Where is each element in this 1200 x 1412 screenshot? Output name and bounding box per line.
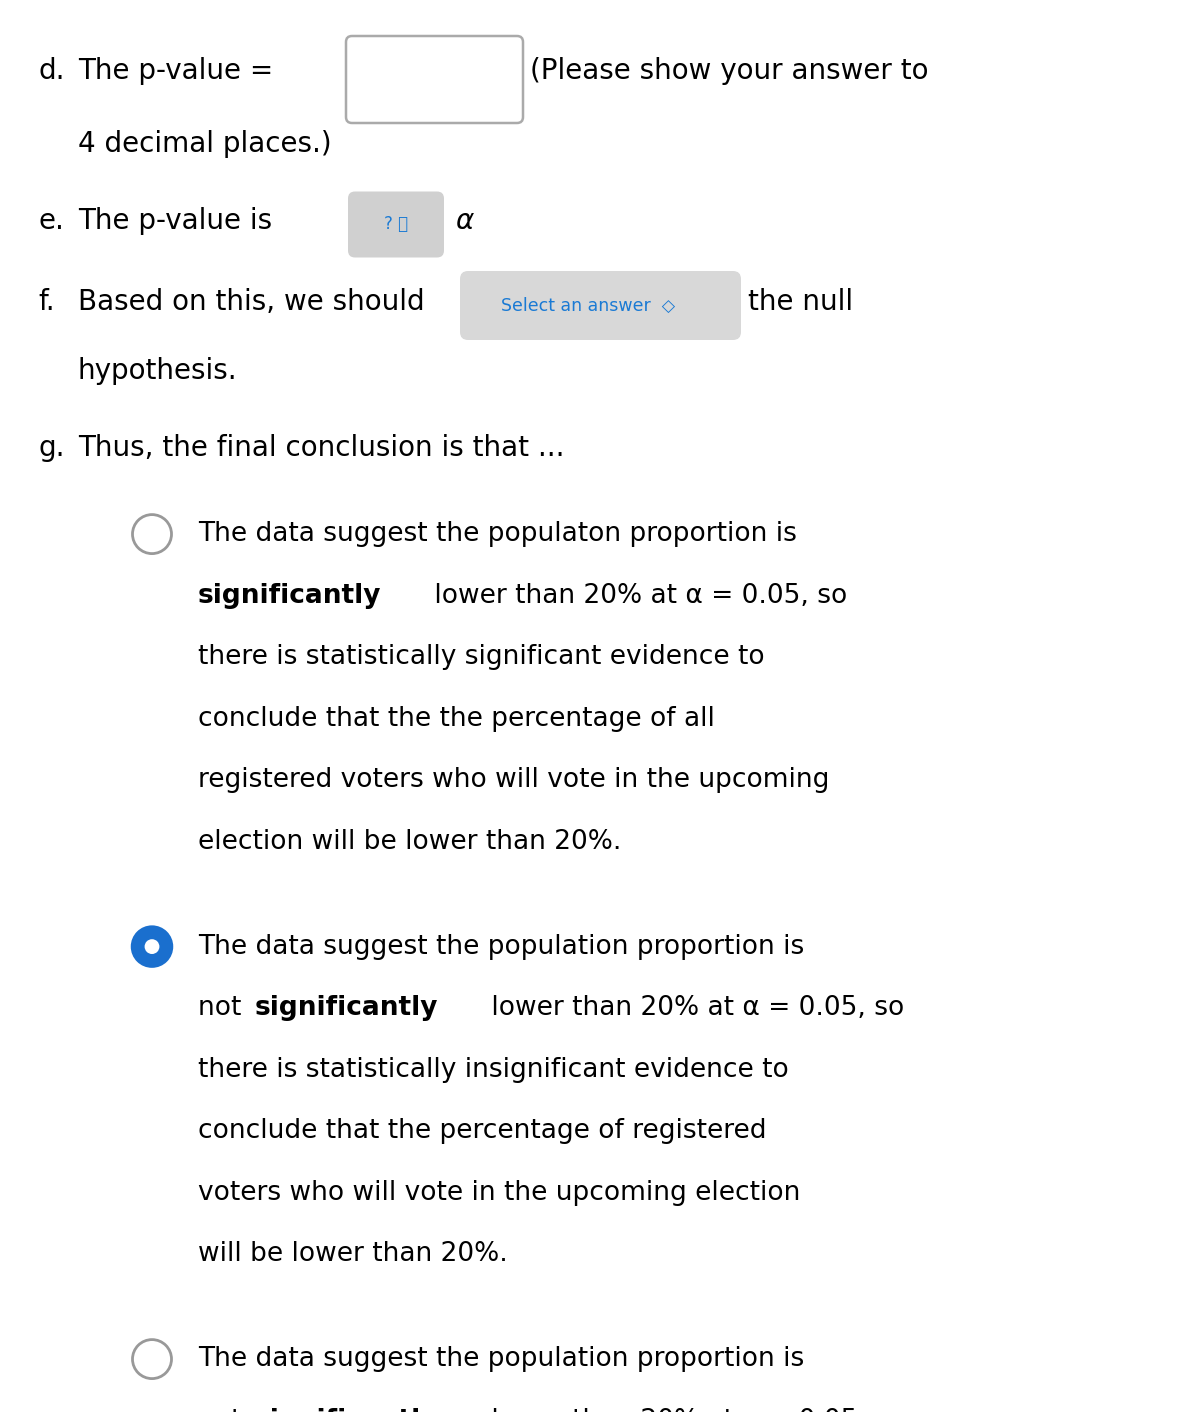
Text: registered voters who will vote in the upcoming: registered voters who will vote in the u… [198, 767, 829, 794]
Text: 4 decimal places.): 4 decimal places.) [78, 130, 331, 158]
Text: significantly: significantly [254, 995, 438, 1021]
Text: g.: g. [38, 433, 65, 462]
Circle shape [132, 514, 172, 554]
Text: election will be lower than 20%.: election will be lower than 20%. [198, 829, 622, 854]
Text: will be lower than 20%.: will be lower than 20%. [198, 1241, 508, 1267]
Text: The data suggest the population proportion is: The data suggest the population proporti… [198, 1346, 804, 1372]
Text: conclude that the the percentage of all: conclude that the the percentage of all [198, 706, 715, 731]
Text: not: not [198, 1408, 250, 1412]
Text: Select an answer  ◇: Select an answer ◇ [502, 297, 676, 315]
Circle shape [132, 1340, 172, 1378]
Text: lower than 20% at α = 0.05, so: lower than 20% at α = 0.05, so [426, 583, 847, 609]
Text: (Please show your answer to: (Please show your answer to [530, 56, 929, 85]
Text: conclude that the percentage of registered: conclude that the percentage of register… [198, 1118, 767, 1144]
FancyBboxPatch shape [348, 192, 444, 257]
Text: e.: e. [38, 208, 64, 236]
Text: The data suggest the population proportion is: The data suggest the population proporti… [198, 933, 804, 960]
Text: The data suggest the populaton proportion is: The data suggest the populaton proportio… [198, 521, 797, 546]
Text: The p-value is: The p-value is [78, 208, 272, 236]
Text: hypothesis.: hypothesis. [78, 357, 238, 384]
Text: Based on this, we should: Based on this, we should [78, 288, 425, 316]
Text: α: α [455, 208, 473, 236]
Text: lower than 20% at α = 0.05, so: lower than 20% at α = 0.05, so [482, 1408, 905, 1412]
Text: there is statistically insignificant evidence to: there is statistically insignificant evi… [198, 1056, 788, 1083]
Text: ? ⮃: ? ⮃ [384, 216, 408, 233]
Text: d.: d. [38, 56, 65, 85]
FancyBboxPatch shape [346, 35, 523, 123]
Text: The p-value =: The p-value = [78, 56, 274, 85]
Text: lower than 20% at α = 0.05, so: lower than 20% at α = 0.05, so [482, 995, 905, 1021]
Text: there is statistically significant evidence to: there is statistically significant evide… [198, 644, 764, 671]
Text: voters who will vote in the upcoming election: voters who will vote in the upcoming ele… [198, 1179, 800, 1206]
Text: not: not [198, 995, 250, 1021]
Text: the null: the null [748, 288, 853, 316]
Circle shape [132, 928, 172, 966]
Text: significantly: significantly [198, 583, 382, 609]
Text: f.: f. [38, 288, 55, 316]
FancyBboxPatch shape [460, 271, 742, 340]
Text: significantly: significantly [254, 1408, 438, 1412]
Circle shape [144, 939, 160, 955]
Text: Thus, the final conclusion is that ...: Thus, the final conclusion is that ... [78, 433, 564, 462]
